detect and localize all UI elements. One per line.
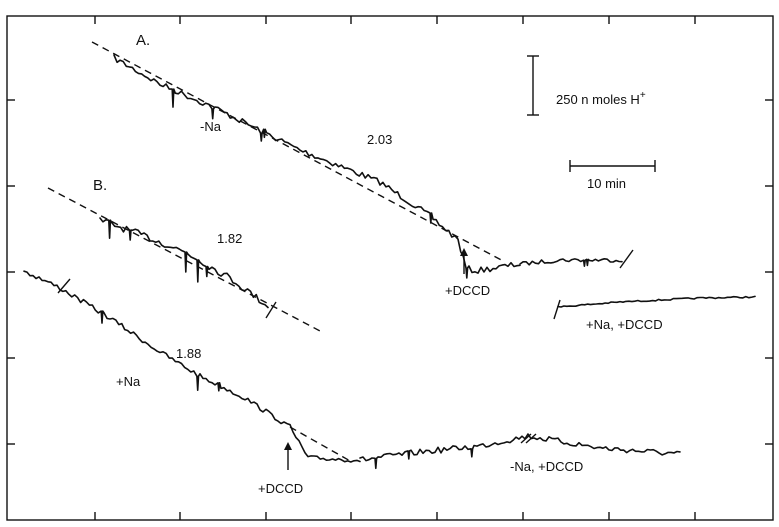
plot-border [6, 15, 774, 521]
horizontal-scale-bar [569, 160, 656, 172]
trace-b-lower [23, 270, 361, 463]
minus-na-label: -Na [200, 119, 222, 134]
break-mark [553, 299, 561, 320]
trace-na-dccd [557, 295, 756, 308]
vertical-scale-label: 250 n moles H+ [556, 90, 646, 107]
axis-ticks [7, 16, 773, 520]
break-mark [57, 278, 71, 294]
slope-label-b-upper: 1.82 [217, 231, 242, 246]
break-mark [520, 433, 532, 444]
vertical-scale-bar [527, 55, 539, 116]
panel-label-a: A. [136, 32, 150, 49]
slope-label-a: 2.03 [367, 132, 392, 147]
trace-a [113, 54, 521, 279]
dccd-label-a: +DCCD [445, 283, 490, 298]
slope-line-a [91, 41, 506, 263]
panel-label-b: B. [93, 177, 107, 194]
dccd-arrow-a [460, 248, 468, 274]
trace-a-dccd [519, 258, 623, 267]
break-mark [265, 301, 277, 319]
trace-b-upper [99, 217, 269, 309]
dccd-arrow-b [284, 442, 292, 470]
slope-line-b-upper [47, 187, 323, 333]
slope-label-b-lower: 1.88 [176, 346, 201, 361]
break-mark [525, 433, 537, 444]
plus-na-label: +Na [116, 374, 141, 389]
na-dccd-label: +Na, +DCCD [586, 317, 663, 332]
trace-b-minus-na-dccd [359, 433, 681, 470]
slope-line-b-lower [289, 426, 353, 463]
horizontal-scale-label: 10 min [587, 176, 626, 191]
break-mark [619, 249, 634, 269]
frame [6, 15, 774, 521]
dccd-label-b: +DCCD [258, 481, 303, 496]
minus-na-dccd-label: -Na, +DCCD [510, 459, 583, 474]
